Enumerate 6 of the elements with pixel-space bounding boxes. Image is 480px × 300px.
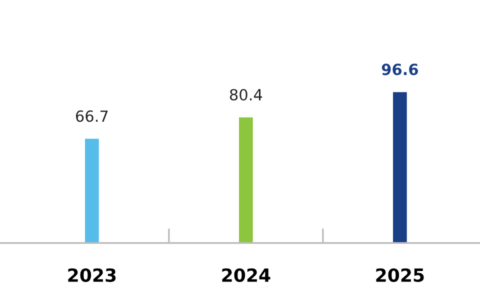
data-label: 66.7 xyxy=(76,110,108,122)
x-tick-label: 2025 xyxy=(376,268,424,282)
data-label: 80.4 xyxy=(230,88,262,101)
x-tick-label: 2023 xyxy=(68,268,116,282)
x-tick-label: 2024 xyxy=(222,268,270,282)
data-label: 96.6 xyxy=(382,64,418,76)
